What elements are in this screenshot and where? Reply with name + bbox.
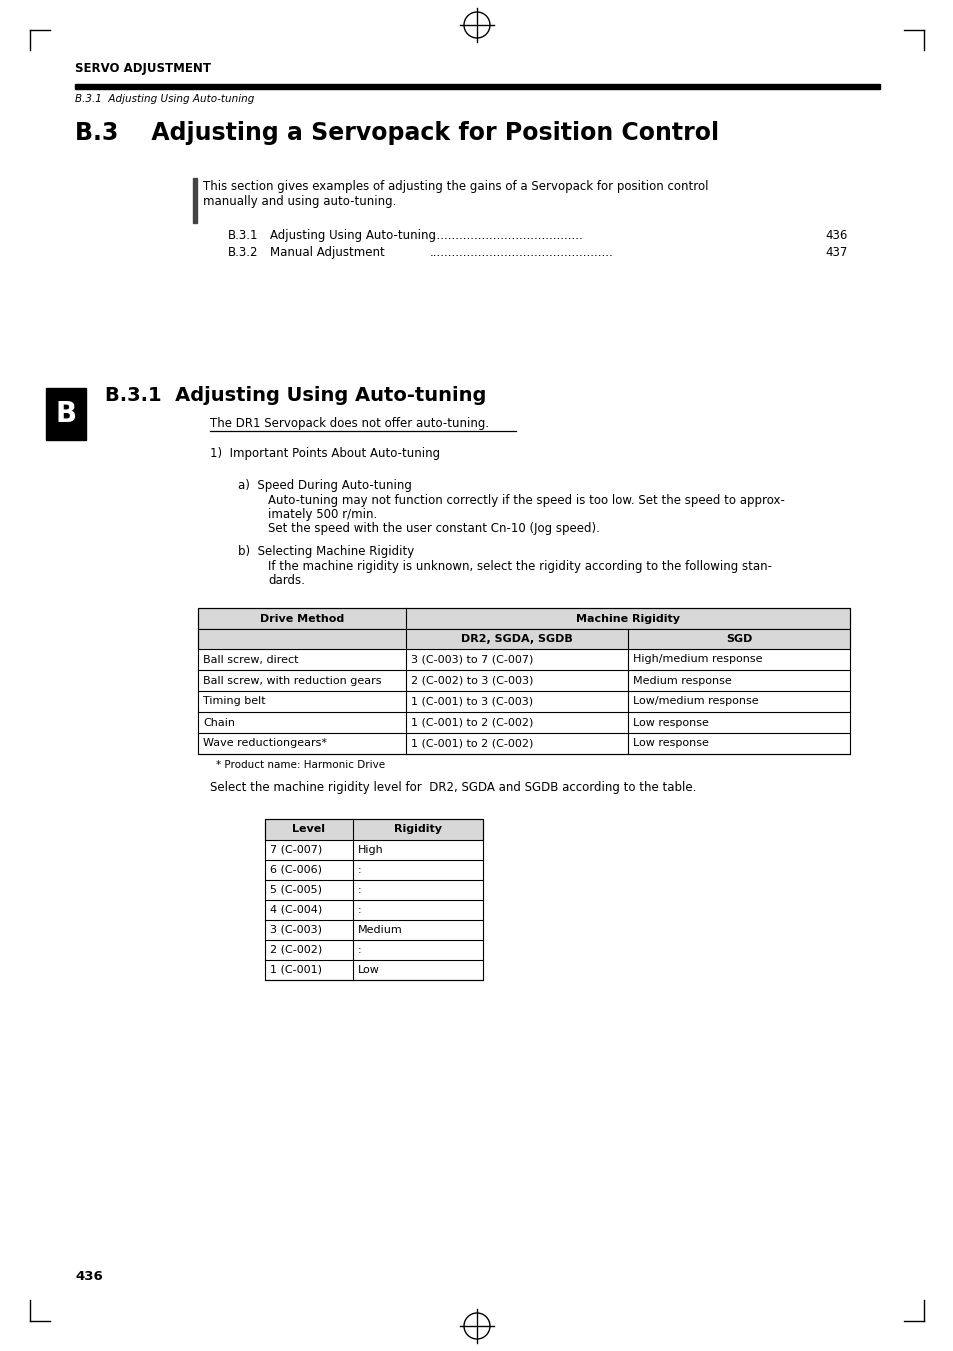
Text: Select the machine rigidity level for  DR2, SGDA and SGDB according to the table: Select the machine rigidity level for DR… [210, 781, 696, 794]
Bar [265, 819, 482, 979]
Text: 2 (C-002): 2 (C-002) [270, 944, 322, 955]
Text: B.3.2: B.3.2 [228, 246, 258, 259]
Text: Low: Low [357, 965, 379, 975]
Text: High/medium response: High/medium response [633, 654, 761, 665]
Text: The DR1 Servopack does not offer auto-tuning.: The DR1 Servopack does not offer auto-tu… [210, 417, 489, 430]
Text: 436: 436 [75, 1270, 103, 1283]
Text: If the machine rigidity is unknown, select the rigidity according to the followi: If the machine rigidity is unknown, sele… [268, 561, 771, 573]
Bar [75, 84, 879, 89]
Text: 1 (C-001) to 2 (C-002): 1 (C-001) to 2 (C-002) [411, 717, 533, 727]
Text: :: : [357, 944, 361, 955]
Text: Ball screw, direct: Ball screw, direct [203, 654, 298, 665]
Text: 1 (C-001) to 3 (C-003): 1 (C-001) to 3 (C-003) [411, 697, 533, 707]
Text: 3 (C-003): 3 (C-003) [270, 925, 322, 935]
Text: 436: 436 [824, 230, 847, 242]
Text: B: B [55, 400, 76, 428]
Text: .................................................: ........................................… [430, 246, 613, 259]
Text: Low response: Low response [633, 717, 708, 727]
Text: Ball screw, with reduction gears: Ball screw, with reduction gears [203, 676, 381, 685]
Bar [198, 630, 849, 648]
Bar [198, 608, 849, 630]
Text: 7 (C-007): 7 (C-007) [270, 844, 322, 855]
Text: 5 (C-005): 5 (C-005) [270, 885, 322, 894]
Text: Medium: Medium [357, 925, 402, 935]
Text: B.3.1  Adjusting Using Auto-tuning: B.3.1 Adjusting Using Auto-tuning [75, 95, 254, 104]
Text: DR2, SGDA, SGDB: DR2, SGDA, SGDB [460, 634, 572, 644]
Text: Wave reductiongears*: Wave reductiongears* [203, 739, 327, 748]
Bar [265, 819, 482, 840]
Text: manually and using auto-tuning.: manually and using auto-tuning. [203, 195, 395, 208]
Bar [193, 178, 196, 223]
Bar [198, 608, 849, 754]
Text: Manual Adjustment: Manual Adjustment [270, 246, 384, 259]
Text: 3 (C-003) to 7 (C-007): 3 (C-003) to 7 (C-007) [411, 654, 533, 665]
Bar [46, 388, 86, 440]
Text: 1)  Important Points About Auto-tuning: 1) Important Points About Auto-tuning [210, 447, 439, 459]
Text: Low response: Low response [633, 739, 708, 748]
Text: Rigidity: Rigidity [394, 824, 441, 835]
Text: Medium response: Medium response [633, 676, 731, 685]
Text: :: : [357, 905, 361, 915]
Text: Machine Rigidity: Machine Rigidity [576, 613, 679, 624]
Text: B.3.1  Adjusting Using Auto-tuning: B.3.1 Adjusting Using Auto-tuning [105, 386, 486, 405]
Text: Low/medium response: Low/medium response [633, 697, 758, 707]
Text: a)  Speed During Auto-tuning: a) Speed During Auto-tuning [237, 480, 412, 492]
Text: Chain: Chain [203, 717, 234, 727]
Text: SERVO ADJUSTMENT: SERVO ADJUSTMENT [75, 62, 211, 76]
Text: * Product name: Harmonic Drive: * Product name: Harmonic Drive [215, 761, 385, 770]
Text: 437: 437 [824, 246, 847, 259]
Text: dards.: dards. [268, 574, 305, 586]
Text: Auto-tuning may not function correctly if the speed is too low. Set the speed to: Auto-tuning may not function correctly i… [268, 494, 784, 507]
Text: Drive Method: Drive Method [259, 613, 344, 624]
Text: Adjusting Using Auto-tuning: Adjusting Using Auto-tuning [270, 230, 436, 242]
Text: 2 (C-002) to 3 (C-003): 2 (C-002) to 3 (C-003) [411, 676, 533, 685]
Text: Set the speed with the user constant Cn-10 (Jog speed).: Set the speed with the user constant Cn-… [268, 521, 599, 535]
Text: :: : [357, 885, 361, 894]
Text: This section gives examples of adjusting the gains of a Servopack for position c: This section gives examples of adjusting… [203, 180, 708, 193]
Text: Level: Level [293, 824, 325, 835]
Text: 4 (C-004): 4 (C-004) [270, 905, 322, 915]
Text: High: High [357, 844, 383, 855]
Text: B.3.1: B.3.1 [228, 230, 258, 242]
Text: b)  Selecting Machine Rigidity: b) Selecting Machine Rigidity [237, 544, 414, 558]
Text: :: : [357, 865, 361, 875]
Text: 1 (C-001) to 2 (C-002): 1 (C-001) to 2 (C-002) [411, 739, 533, 748]
Text: B.3    Adjusting a Servopack for Position Control: B.3 Adjusting a Servopack for Position C… [75, 122, 719, 145]
Text: imately 500 r/min.: imately 500 r/min. [268, 508, 376, 521]
Text: Timing belt: Timing belt [203, 697, 265, 707]
Text: .........................................: ........................................… [430, 230, 583, 242]
Text: SGD: SGD [725, 634, 751, 644]
Text: 6 (C-006): 6 (C-006) [270, 865, 322, 875]
Text: 1 (C-001): 1 (C-001) [270, 965, 322, 975]
